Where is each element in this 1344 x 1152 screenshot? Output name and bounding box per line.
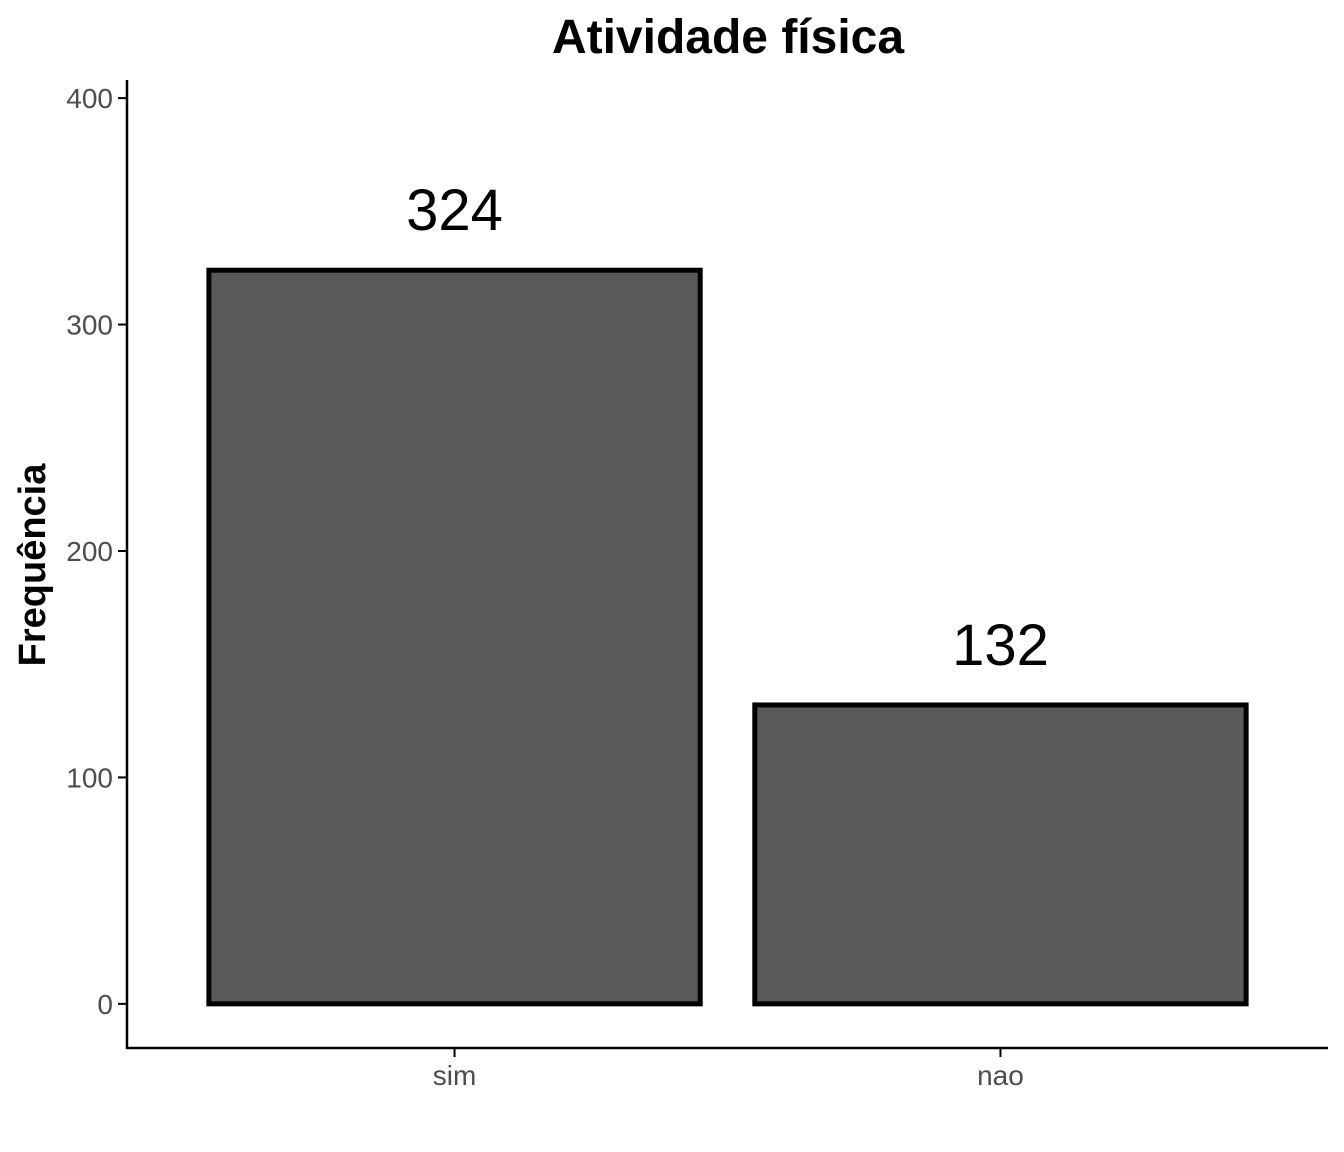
x-tick-label-sim: sim [433,1060,477,1091]
chart-title: Atividade física [552,11,904,64]
data-label-nao: 132 [952,613,1049,678]
y-tick-label-300: 300 [66,310,113,341]
y-tick-label-400: 400 [66,83,113,114]
x-tick-label-nao: nao [977,1060,1024,1091]
bars-layer [206,267,1249,1007]
data-labels-layer: 324 132 [406,178,1049,678]
y-tick-label-100: 100 [66,762,113,793]
data-label-sim: 324 [406,178,503,243]
y-tick-label-200: 200 [66,536,113,567]
bar-sim [206,267,703,1007]
y-tick-label-0: 0 [97,989,113,1020]
x-axis-ticks: sim nao [433,1048,1024,1091]
bar-nao [752,702,1249,1007]
y-axis-ticks: 0 100 200 300 400 [66,83,127,1020]
y-axis-label: Frequência [12,463,54,667]
